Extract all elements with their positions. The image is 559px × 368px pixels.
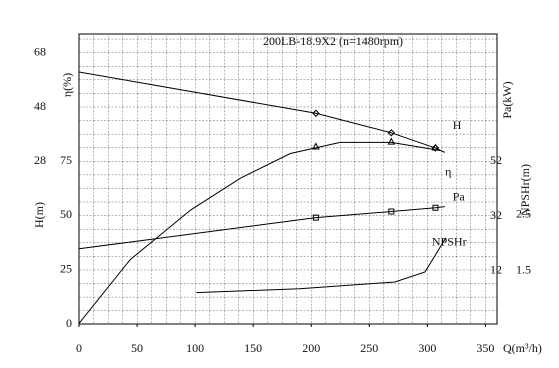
- x-axis-label: Q(m³/h): [503, 341, 542, 355]
- marker: [312, 109, 320, 117]
- y3-tick-label: 32: [490, 208, 502, 222]
- series-line: [78, 206, 445, 250]
- marker: [387, 137, 396, 145]
- marker: [431, 143, 440, 151]
- y4-axis-label: NPSHr(m): [518, 164, 532, 216]
- series-label: Pa: [453, 189, 466, 203]
- series-line: [78, 141, 441, 324]
- x-tick-label: 50: [131, 341, 143, 355]
- marker: [387, 129, 396, 137]
- y4-tick-label: 2.5: [516, 207, 531, 221]
- x-tick-label: 300: [418, 341, 436, 355]
- y-axis-label: H(m): [32, 202, 46, 228]
- x-tick-label: 0: [76, 341, 82, 355]
- x-tick-label: 150: [244, 341, 262, 355]
- x-tick-label: 100: [186, 341, 204, 355]
- marker: [312, 214, 319, 221]
- y4-tick-label: 1.5: [516, 263, 531, 277]
- x-tick-label: 350: [476, 341, 494, 355]
- marker: [432, 204, 439, 211]
- y-tick-label: 0: [66, 316, 72, 330]
- y2-axis-label: η(%): [60, 73, 74, 97]
- y3-tick-label: 52: [490, 153, 502, 167]
- chart-title: 200LB-18.9X2 (n=1480rpm): [263, 34, 403, 48]
- y-tick-label: 50: [60, 207, 72, 221]
- series-label: H: [453, 118, 462, 132]
- marker: [388, 208, 395, 215]
- x-tick-label: 200: [302, 341, 320, 355]
- marker: [431, 144, 440, 152]
- y3-axis-label: Pa(kW): [500, 81, 514, 118]
- y2-tick-label: 68: [34, 45, 46, 59]
- y2-tick-label: 28: [34, 153, 46, 167]
- series-label: η: [445, 164, 451, 178]
- y-tick-label: 25: [60, 261, 72, 275]
- series-label: NPSHr: [432, 235, 467, 249]
- x-tick-label: 250: [360, 341, 378, 355]
- marker: [312, 142, 320, 150]
- y2-tick-label: 48: [34, 99, 46, 113]
- y3-tick-label: 12: [490, 263, 502, 277]
- plot-grid: [78, 33, 498, 325]
- y-tick-label: 75: [60, 153, 72, 167]
- series-line: [196, 237, 447, 294]
